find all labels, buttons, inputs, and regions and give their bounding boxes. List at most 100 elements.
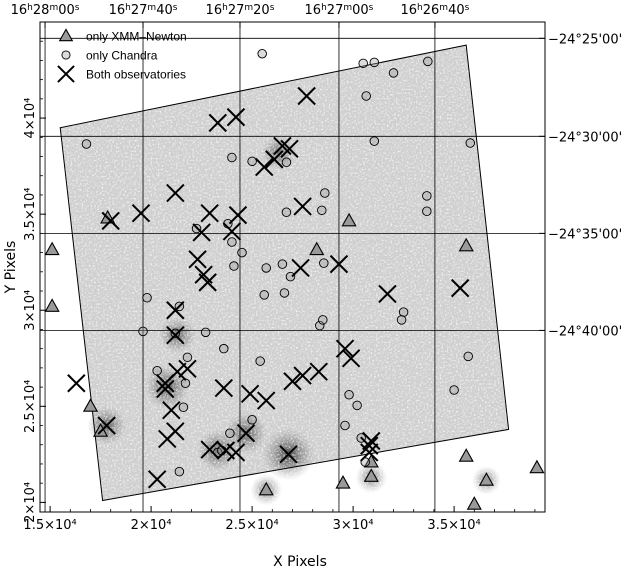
triangle-point-2 xyxy=(44,241,60,256)
cross-point-48 xyxy=(147,470,167,489)
xray-image xyxy=(40,22,545,512)
circle-point-24 xyxy=(277,259,288,269)
cross-point-50 xyxy=(97,416,116,435)
circle-point-18 xyxy=(422,191,432,201)
ra-tick-label-2: 16h27m40s xyxy=(109,3,178,18)
circle-point-34 xyxy=(396,315,407,325)
series-cross xyxy=(67,86,470,489)
cross-point-40 xyxy=(200,440,219,459)
x-tick-label-1: 1.5×10⁴ xyxy=(23,518,76,533)
ra-tick-label-4: 16h27m00s xyxy=(305,3,374,18)
triangle-point-6 xyxy=(341,212,357,227)
x-axis-title: X Pixels xyxy=(273,554,327,569)
cross-point-30 xyxy=(240,384,260,404)
x-axis-ticks: 1.5×10⁴ 2×10⁴ 2.5×10⁴ 3×10⁴ 3.5×10⁴ xyxy=(23,506,536,533)
circle-point-50 xyxy=(225,428,235,438)
y-axis-ticks: 2×10⁴ 2.5×10⁴ 3×10⁴ 3.5×10⁴ 4×10⁴ xyxy=(23,40,46,523)
cross-point-4 xyxy=(208,113,227,133)
triangle-point-4 xyxy=(82,398,99,412)
circle-point-36 xyxy=(138,326,148,337)
cross-point-37 xyxy=(162,400,181,420)
triangle-point-12 xyxy=(478,472,495,486)
x-tick-label-5: 3.5×10⁴ xyxy=(427,518,480,533)
triangle-point-7 xyxy=(458,237,474,252)
cross-point-29 xyxy=(214,378,234,398)
y-tick-label-4: 3.5×10⁴ xyxy=(23,187,38,240)
dec-tick-label-3: −24°35'00'' xyxy=(548,227,623,242)
cross-point-24 xyxy=(166,326,185,345)
cross-point-13 xyxy=(200,203,219,223)
cross-point-28 xyxy=(178,359,197,379)
cross-point-45 xyxy=(360,443,379,462)
circle-point-23 xyxy=(229,261,239,271)
circle-point-39 xyxy=(255,356,265,366)
series-triangle xyxy=(44,209,545,510)
pixel-noise-overlay xyxy=(40,22,545,512)
legend-label-circle: only Chandra xyxy=(86,49,158,63)
circle-point-13 xyxy=(320,188,330,198)
legend-marker-cross xyxy=(57,65,75,83)
circle-point-8 xyxy=(369,136,380,146)
circle-point-11 xyxy=(247,156,257,167)
circle-point-40 xyxy=(182,352,193,363)
circle-point-33 xyxy=(398,307,409,317)
circle-point-55 xyxy=(174,466,185,477)
circle-point-46 xyxy=(178,402,189,413)
circle-point-4 xyxy=(369,57,380,68)
circle-point-22 xyxy=(319,258,329,268)
x-tick-label-2: 2×10⁴ xyxy=(131,518,172,533)
legend-label-triangle: only XMM–Newton xyxy=(86,30,187,44)
circle-point-5 xyxy=(388,68,399,78)
circle-point-25 xyxy=(261,263,271,273)
x-tick-label-4: 3×10⁴ xyxy=(333,518,374,533)
circle-point-10 xyxy=(227,152,237,163)
triangle-point-14 xyxy=(529,459,545,474)
cross-point-14 xyxy=(228,205,248,225)
circle-point-38 xyxy=(219,343,229,354)
cross-point-33 xyxy=(293,366,312,385)
cross-point-27 xyxy=(156,379,175,399)
field-outline xyxy=(59,44,510,502)
triangle-point-10 xyxy=(363,468,379,482)
triangle-point-11 xyxy=(458,448,474,462)
legend-marker-triangle xyxy=(58,28,74,42)
circle-point-27 xyxy=(142,292,152,303)
cross-point-6 xyxy=(255,157,274,177)
circle-point-26 xyxy=(285,271,296,282)
dec-axis-ticks: −24°25'00'' −24°30'00'' −24°35'00'' −24°40'… xyxy=(539,32,623,339)
circle-point-29 xyxy=(259,290,269,300)
cross-point-22 xyxy=(378,284,397,304)
circle-point-44 xyxy=(344,390,354,400)
cross-point-35 xyxy=(341,349,361,368)
legend: only XMM–Newton only Chandra Both observat… xyxy=(57,28,187,83)
cross-point-12 xyxy=(192,223,211,242)
legend-marker-circle xyxy=(61,50,71,60)
dec-tick-label-1: −24°25'00'' xyxy=(548,32,623,47)
circle-point-45 xyxy=(352,400,362,411)
dec-tick-label-4: −24°40'00'' xyxy=(548,324,623,339)
triangle-point-3 xyxy=(44,298,60,312)
cross-point-3 xyxy=(166,183,185,203)
circle-point-32 xyxy=(318,315,328,325)
cross-point-2 xyxy=(131,203,151,223)
circle-point-21 xyxy=(237,247,247,258)
cross-point-10 xyxy=(297,86,316,106)
cross-point-47 xyxy=(362,431,381,451)
circle-point-7 xyxy=(361,91,371,101)
circle-point-2 xyxy=(257,48,267,59)
legend-label-cross: Both observatories xyxy=(86,68,186,82)
dec-tick-label-2: −24°30'00'' xyxy=(548,130,623,145)
coordinate-grid xyxy=(40,22,545,512)
cross-point-34 xyxy=(309,362,328,381)
triangle-point-16 xyxy=(335,475,351,489)
x-tick-label-3: 2.5×10⁴ xyxy=(225,518,278,533)
ra-tick-label-5: 16h26m40s xyxy=(400,3,469,18)
circle-point-9 xyxy=(465,138,476,148)
cross-point-36 xyxy=(335,339,355,358)
circle-point-48 xyxy=(247,415,257,425)
cross-point-44 xyxy=(279,445,298,464)
ra-axis-ticks: 16h28m00s 16h27m40s 16h27m20s 16h27m00s 16h2… xyxy=(11,3,470,28)
cross-point-49 xyxy=(67,374,86,393)
circle-point-3 xyxy=(358,58,368,69)
